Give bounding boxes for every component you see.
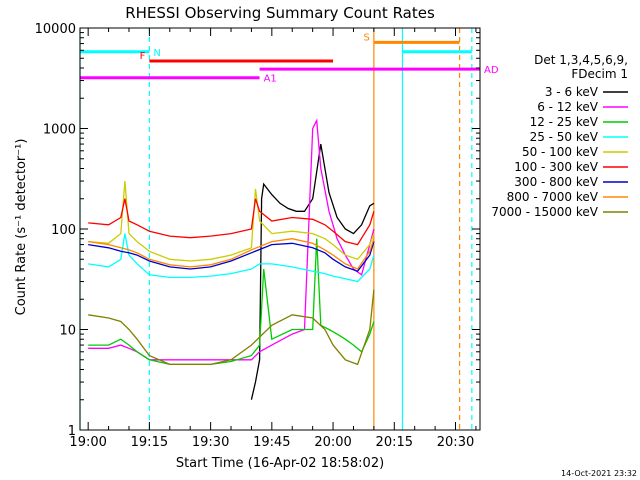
x-tick-label: 19:45 [253, 435, 290, 450]
series-line [88, 289, 375, 366]
legend-title: Det 1,3,4,5,6,9,FDecim 1 [534, 53, 628, 81]
legend-label: 100 - 300 keV [514, 160, 598, 174]
chart-title: RHESSI Observing Summary Count Rates [125, 4, 435, 22]
series-line [88, 238, 375, 270]
legend-label: 3 - 6 keV [545, 85, 599, 99]
x-tick-label: 20:30 [437, 435, 474, 450]
series-line [88, 241, 375, 272]
legend-title-line: FDecim 1 [571, 67, 628, 81]
x-tick-label: 19:15 [131, 435, 168, 450]
y-tick-label: 10 [59, 324, 76, 339]
y-tick-label: 1 [68, 424, 76, 439]
axes-ticks: 19:00 19:15 19:30 19:45 20:00 20:15 20:30 1 10 10… [35, 22, 480, 450]
attenuator-label: F [140, 51, 146, 62]
series-lines [88, 118, 375, 400]
legend-label: 25 - 50 keV [530, 130, 599, 144]
legend-label: 50 - 100 keV [522, 145, 599, 159]
legend-label: 300 - 800 keV [514, 175, 598, 189]
x-tick-label: 19:00 [69, 435, 106, 450]
attenuator-bars: NF S AD A1 [80, 32, 499, 85]
footer-timestamp: 14-Oct-2021 23:32 [561, 469, 637, 478]
legend-label: 6 - 12 keV [537, 100, 599, 114]
y-tick-label: 10000 [35, 22, 76, 37]
series-line [88, 198, 375, 246]
series-line [250, 143, 375, 400]
attenuator-label: S [364, 32, 370, 43]
legend-label: 12 - 25 keV [530, 115, 599, 129]
y-axis-label: Count Rate (s⁻¹ detector⁻¹) [14, 139, 29, 316]
legend-title-line: Det 1,3,4,5,6,9, [534, 53, 628, 67]
y-tick-label: 1000 [43, 123, 76, 138]
attenuator-label: N [153, 48, 160, 59]
x-axis-label: Start Time (16-Apr-02 18:58:02) [176, 456, 384, 471]
series-line [88, 233, 375, 283]
legend-label: 800 - 7000 keV [507, 190, 599, 204]
x-tick-label: 20:00 [314, 435, 351, 450]
attenuator-label: AD [484, 65, 499, 76]
attenuator-label: A1 [264, 74, 277, 85]
series-line [88, 238, 375, 366]
y-tick-label: 100 [51, 223, 76, 238]
x-tick-label: 20:15 [376, 435, 413, 450]
legend-label: 7000 - 15000 keV [491, 205, 598, 219]
x-tick-label: 19:30 [192, 435, 229, 450]
